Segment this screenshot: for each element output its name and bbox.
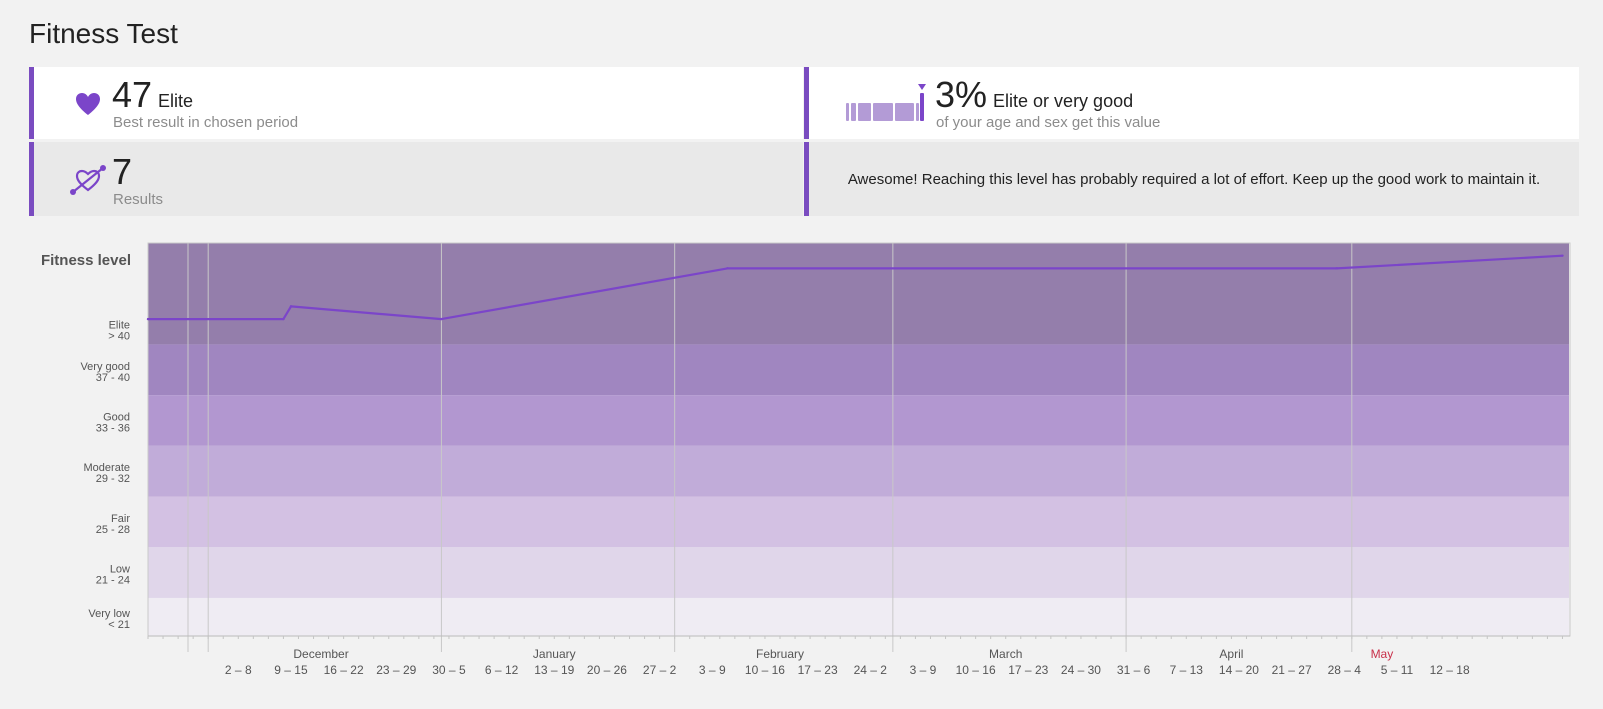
page-title: Fitness Test xyxy=(29,18,178,49)
band-2 xyxy=(148,395,1569,446)
band-range-1: 37 - 40 xyxy=(96,372,130,384)
band-label-6: Very low xyxy=(88,608,130,620)
month-label-1: January xyxy=(533,647,576,661)
percentile-caption: of your age and sex get this value xyxy=(936,114,1161,131)
percentile-value: 3% xyxy=(935,74,988,115)
fitness-point-2 xyxy=(289,305,293,308)
week-label-6: 13 – 19 xyxy=(534,663,574,677)
week-label-2: 16 – 22 xyxy=(324,663,364,677)
week-label-19: 14 – 20 xyxy=(1219,663,1259,677)
week-label-12: 24 – 2 xyxy=(854,663,888,677)
week-label-8: 27 – 2 xyxy=(643,663,677,677)
week-label-22: 5 – 11 xyxy=(1381,663,1414,677)
band-label-2: Good xyxy=(103,411,130,423)
fitness-point-4 xyxy=(726,267,729,270)
percentile-level: Elite or very good xyxy=(993,91,1134,111)
month-label-0: December xyxy=(293,647,348,661)
month-label-3: March xyxy=(989,647,1022,661)
band-range-6: < 21 xyxy=(108,619,130,631)
month-label-5: May xyxy=(1371,647,1394,661)
band-4 xyxy=(148,496,1569,548)
week-label-10: 10 – 16 xyxy=(745,663,785,677)
month-label-2: February xyxy=(756,647,804,661)
band-range-4: 25 - 28 xyxy=(96,524,130,536)
feedback-message-card: Awesome! Reaching this level has probabl… xyxy=(804,142,1579,216)
band-range-5: 21 - 24 xyxy=(96,575,130,587)
week-label-20: 21 – 27 xyxy=(1272,663,1312,677)
week-label-21: 28 – 4 xyxy=(1328,663,1362,677)
week-label-16: 24 – 30 xyxy=(1061,663,1101,677)
heart-arrow-icon xyxy=(70,165,106,195)
fitness-point-3 xyxy=(440,317,443,321)
fitness-point-6 xyxy=(1561,254,1564,257)
fitness-point-1 xyxy=(282,317,285,321)
best-result-value: 47 xyxy=(112,74,153,115)
week-label-3: 23 – 29 xyxy=(376,663,416,677)
feedback-message: Awesome! Reaching this level has probabl… xyxy=(847,170,1541,188)
week-label-0: 2 – 8 xyxy=(225,663,252,677)
week-label-17: 31 – 6 xyxy=(1117,663,1151,677)
y-axis-title: Fitness level xyxy=(41,252,131,269)
heart-icon xyxy=(76,93,100,115)
band-1 xyxy=(148,344,1569,396)
week-label-9: 3 – 9 xyxy=(699,663,726,677)
best-result-level: Elite xyxy=(158,91,194,111)
month-label-4: April xyxy=(1219,647,1243,661)
week-label-23: 12 – 18 xyxy=(1430,663,1470,677)
results-count-caption: Results xyxy=(113,191,164,208)
best-result-card: 47 Elite Best result in chosen period xyxy=(29,67,803,139)
week-label-4: 30 – 5 xyxy=(432,663,466,677)
fitness-point-0 xyxy=(146,317,150,321)
results-count-value: 7 xyxy=(112,151,133,192)
week-label-5: 6 – 12 xyxy=(485,663,519,677)
band-label-3: Moderate xyxy=(84,462,130,474)
best-result-value-line: 47 Elite xyxy=(112,77,193,119)
band-range-0: > 40 xyxy=(108,330,130,342)
band-6 xyxy=(148,597,1569,636)
band-label-1: Very good xyxy=(80,361,130,373)
band-label-0: Elite xyxy=(109,319,130,331)
results-count-card: 7 Results xyxy=(29,142,803,216)
best-result-caption: Best result in chosen period xyxy=(113,114,299,131)
band-0 xyxy=(148,243,1569,345)
band-label-4: Fair xyxy=(111,513,130,525)
band-3 xyxy=(148,445,1569,497)
band-5 xyxy=(148,547,1569,598)
band-range-2: 33 - 36 xyxy=(96,422,130,434)
week-label-11: 17 – 23 xyxy=(798,663,838,677)
week-label-7: 20 – 26 xyxy=(587,663,627,677)
percentile-bars-icon xyxy=(846,84,926,121)
week-label-18: 7 – 13 xyxy=(1170,663,1204,677)
week-label-15: 17 – 23 xyxy=(1008,663,1048,677)
week-label-1: 9 – 15 xyxy=(274,663,308,677)
week-label-13: 3 – 9 xyxy=(910,663,937,677)
percentile-value-line: 3% Elite or very good xyxy=(935,77,1133,119)
percentile-card: 3% Elite or very good of your age and sex… xyxy=(804,67,1579,139)
week-label-14: 10 – 16 xyxy=(956,663,996,677)
fitness-point-5 xyxy=(1335,267,1338,270)
band-range-3: 29 - 32 xyxy=(96,473,130,485)
band-label-5: Low xyxy=(110,564,130,576)
